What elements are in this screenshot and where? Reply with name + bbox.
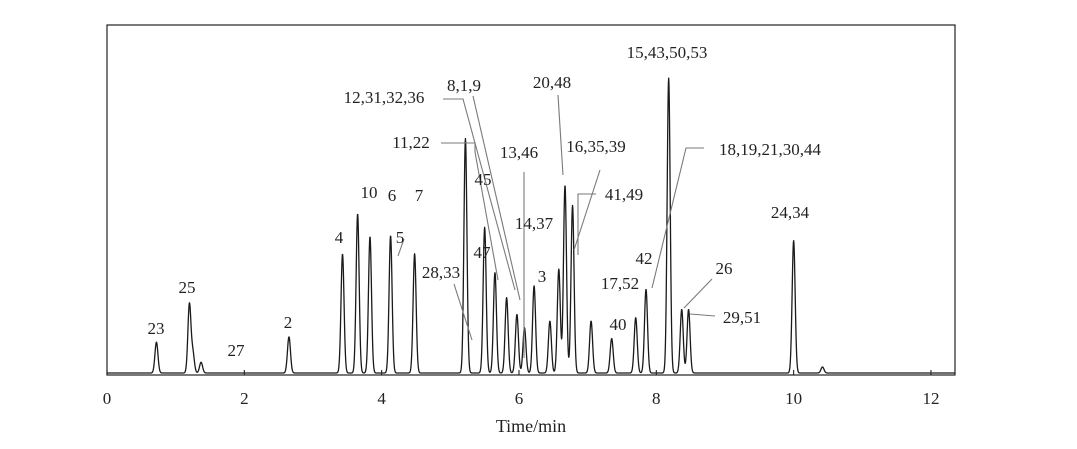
chromatogram-trace [106, 77, 956, 374]
peak-label: 24,34 [771, 203, 810, 222]
peak-label: 27 [228, 341, 246, 360]
peak-label: 10 [361, 183, 378, 202]
leader-line [557, 94, 564, 176]
peak-label: 15,43,50,53 [627, 43, 708, 62]
peak-label: 6 [388, 186, 397, 205]
peak-label: 7 [415, 186, 424, 205]
peak-label: 45 [475, 170, 492, 189]
leader-line [689, 313, 716, 317]
leader-line [397, 238, 405, 257]
peak-label: 20,48 [533, 73, 571, 92]
leader-line [443, 98, 516, 291]
peak-label: 23 [148, 319, 165, 338]
peak-label: 14,37 [515, 214, 554, 233]
peak-label: 25 [179, 278, 196, 297]
x-tick-label: 0 [103, 389, 112, 408]
peak-label: 5 [396, 228, 405, 247]
x-tick-label: 6 [515, 389, 524, 408]
peak-label: 29,51 [723, 308, 761, 327]
peak-label: 12,31,32,36 [344, 88, 425, 107]
peak-label: 16,35,39 [566, 137, 626, 156]
peak-label: 47 [474, 243, 492, 262]
peak-label: 4 [335, 228, 344, 247]
x-tick-label: 12 [922, 389, 939, 408]
peak-label: 41,49 [605, 185, 643, 204]
x-tick-label: 8 [652, 389, 661, 408]
peak-label: 2 [284, 313, 293, 332]
plot-frame [106, 24, 956, 376]
peak-label: 13,46 [500, 143, 538, 162]
x-axis-title: Time/min [496, 416, 566, 436]
x-tick-label: 2 [240, 389, 249, 408]
peak-label: 18,19,21,30,44 [719, 140, 822, 159]
peak-label: 28,33 [422, 263, 460, 282]
leader-line [577, 193, 596, 255]
peak-label: 26 [716, 259, 733, 278]
peak-label: 11,22 [392, 133, 430, 152]
peak-label: 17,52 [601, 274, 639, 293]
peak-label: 3 [538, 267, 547, 286]
leader-line [453, 283, 473, 341]
x-axis: 0 2 4 6 8 10 12 [103, 370, 939, 408]
leader-line [651, 147, 704, 289]
peak-label: 8,1,9 [447, 76, 481, 95]
leader-line [683, 278, 713, 309]
leader-line [441, 142, 499, 281]
peak-label: 40 [610, 315, 627, 334]
peak-labels: 23 25 27 2 4 10 6 5 7 28,33 12,31,32,36 8,1,9 11,22 4… [148, 43, 822, 360]
x-tick-label: 4 [377, 389, 386, 408]
x-tick-label: 10 [785, 389, 802, 408]
peak-label: 42 [636, 249, 653, 268]
leader-line [472, 95, 521, 301]
leader-lines [397, 94, 716, 358]
